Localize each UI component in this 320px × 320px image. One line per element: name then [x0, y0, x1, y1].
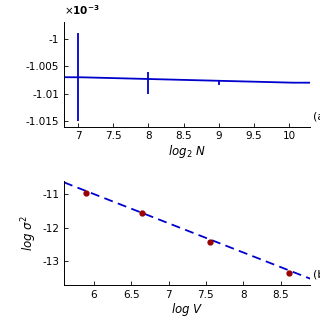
Y-axis label: log $\sigma^2$: log $\sigma^2$: [20, 215, 39, 251]
X-axis label: log$_2$ $N$: log$_2$ $N$: [168, 143, 206, 160]
X-axis label: log $V$: log $V$: [171, 301, 204, 318]
Text: (a: (a: [313, 111, 320, 121]
Text: $\times\mathbf{10^{-3}}$: $\times\mathbf{10^{-3}}$: [64, 4, 100, 17]
Text: (b: (b: [313, 269, 320, 280]
